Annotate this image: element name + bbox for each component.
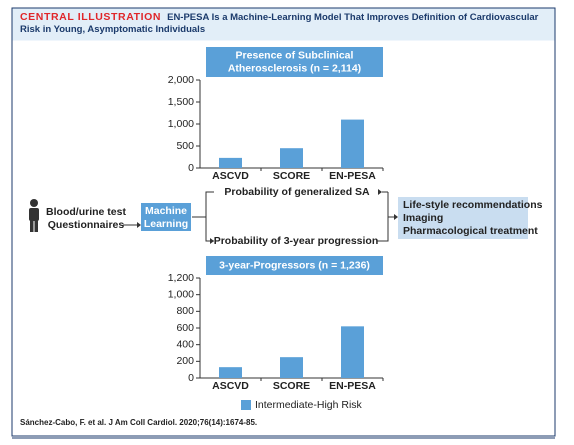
y-tick-label: 1,000 (168, 118, 194, 130)
recommendation-text: Pharmacological treatment (403, 225, 538, 237)
model-box (141, 203, 191, 231)
recommendation-text: Imaging (403, 212, 443, 224)
bar (219, 157, 242, 168)
x-tick-label: EN-PESA (329, 380, 376, 392)
input-text: Questionnaires (48, 219, 125, 231)
arrowheads (137, 189, 398, 244)
bar (341, 119, 364, 168)
y-tick-label: 200 (176, 355, 194, 367)
bar (280, 148, 303, 168)
bar (219, 367, 242, 378)
header-band (12, 8, 555, 41)
legend-label: Intermediate-High Risk (255, 399, 363, 411)
legend-swatch (241, 400, 251, 410)
chart-title-box (206, 47, 383, 77)
arrows (123, 191, 394, 242)
recommendation-box (398, 197, 528, 239)
x-tick-label: EN-PESA (329, 170, 376, 182)
bar (280, 357, 303, 378)
x-tick-label: ASCVD (212, 380, 249, 392)
output-text: Probability of 3-year progression (214, 235, 379, 247)
chart-title: Atherosclerosis (n = 2,114) (228, 62, 361, 74)
y-tick-label: 1,000 (168, 288, 194, 300)
recommendation-text: Life-style recommendations (403, 199, 543, 211)
header: CENTRAL ILLUSTRATION EN-PESA Is a Machine… (20, 11, 550, 36)
input-text: Blood/urine test (46, 206, 126, 218)
y-tick-label: 0 (188, 162, 194, 174)
y-tick-label: 500 (176, 140, 194, 152)
y-tick-label: 800 (176, 305, 194, 317)
bar (341, 326, 364, 378)
y-tick-label: 2,000 (168, 74, 194, 86)
header-title: EN-PESA Is a Machine-Learning Model That… (20, 12, 539, 35)
chart-title: 3-year-Progressors (n = 1,236) (219, 259, 370, 271)
citation: Sánchez-Cabo, F. et al. J Am Coll Cardio… (20, 418, 257, 427)
person-icon (29, 199, 39, 232)
y-tick-label: 0 (188, 372, 194, 384)
x-tick-label: ASCVD (212, 170, 249, 182)
model-text: Machine (145, 205, 187, 217)
x-tick-label: SCORE (273, 380, 310, 392)
x-tick-label: SCORE (273, 170, 310, 182)
y-tick-label: 600 (176, 322, 194, 334)
header-label: CENTRAL ILLUSTRATION (20, 11, 162, 23)
y-tick-label: 1,500 (168, 96, 194, 108)
y-tick-label: 1,200 (168, 272, 194, 284)
chart-title-box (206, 256, 383, 275)
output-text: Probability of generalized SA (224, 186, 370, 198)
y-tick-label: 400 (176, 338, 194, 350)
model-text: Learning (144, 218, 188, 230)
chart-title: Presence of Subclinical (236, 49, 354, 61)
